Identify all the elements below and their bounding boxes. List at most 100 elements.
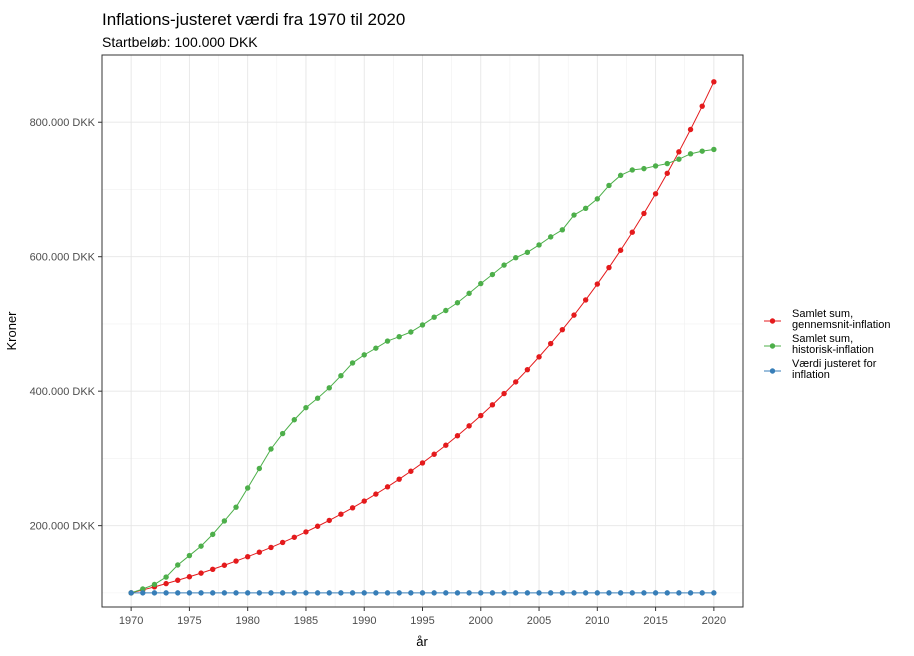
data-point [349, 360, 356, 366]
data-point [652, 191, 659, 197]
data-point [571, 312, 577, 318]
grid-major [102, 55, 743, 607]
data-point [617, 172, 624, 179]
data-point [431, 451, 437, 457]
data-point [466, 290, 472, 297]
data-point [711, 590, 717, 596]
series-2 [128, 590, 717, 596]
data-point [361, 590, 367, 596]
data-point [175, 562, 181, 568]
data-point [501, 390, 507, 397]
legend-label-line: Samlet sum, [792, 308, 853, 320]
data-point [279, 539, 286, 546]
data-point [536, 242, 542, 248]
data-point [699, 148, 705, 154]
data-point [524, 249, 531, 256]
data-point [279, 590, 286, 596]
x-tick-label: 1990 [352, 615, 376, 627]
data-point [279, 430, 286, 437]
data-point [582, 590, 589, 596]
chart-subtitle: Startbeløb: 100.000 DKK [102, 34, 258, 50]
data-point [291, 417, 297, 423]
data-point [140, 586, 146, 592]
data-point [349, 505, 356, 511]
data-point [501, 262, 507, 268]
data-point [687, 590, 694, 596]
data-point [244, 554, 251, 560]
data-point [128, 590, 134, 596]
data-point [501, 590, 507, 596]
data-point [175, 577, 181, 583]
x-axis: 1970 1975 1980 1985 1990 1995 2000 2005 2010 2015… [119, 607, 726, 627]
legend-label-line: gennemsnit-inflation [792, 319, 890, 331]
data-point [221, 518, 228, 524]
data-point [186, 552, 193, 559]
data-point [699, 590, 705, 596]
data-point [629, 167, 635, 173]
data-point [664, 590, 670, 596]
x-tick-label: 2005 [527, 615, 551, 627]
data-point [582, 205, 589, 211]
legend-label-line: historisk-inflation [792, 344, 874, 356]
series-layer [128, 79, 717, 596]
data-point [408, 468, 414, 474]
data-point [652, 163, 659, 169]
data-point [536, 590, 542, 596]
data-point [384, 338, 391, 344]
data-point [186, 574, 193, 580]
x-tick-label: 1970 [119, 615, 143, 627]
data-point [373, 491, 379, 497]
legend-label: Samlet sum, gennemsnit-inflation [792, 308, 890, 331]
x-axis-title: år [416, 634, 428, 649]
data-point [408, 590, 414, 596]
data-point [652, 590, 659, 596]
legend-label-line: inflation [792, 369, 830, 381]
data-point [699, 103, 705, 109]
data-point [256, 590, 263, 596]
data-point [244, 590, 251, 596]
data-point [571, 212, 577, 218]
x-tick-label: 2000 [469, 615, 493, 627]
data-point [361, 498, 367, 504]
data-point [594, 281, 601, 287]
data-point [384, 590, 391, 596]
data-point [454, 300, 461, 306]
data-point [210, 590, 216, 596]
data-point [524, 366, 531, 373]
data-point [338, 373, 344, 379]
data-point [676, 590, 682, 596]
data-point [373, 345, 379, 351]
data-point [489, 271, 496, 278]
data-point [664, 170, 670, 176]
data-point [291, 534, 297, 540]
data-point [524, 590, 531, 596]
data-point [548, 590, 554, 596]
y-axis-title: Kroner [4, 311, 19, 351]
data-point [443, 442, 449, 448]
data-point [594, 590, 601, 596]
data-point [256, 549, 263, 555]
data-point [233, 590, 239, 596]
y-axis: 200.000 DKK 400.000 DKK 600.000 DKK 800.000… [30, 117, 102, 533]
y-tick-label: 800.000 DKK [30, 117, 96, 129]
data-point [151, 581, 158, 588]
x-tick-label: 2020 [702, 615, 726, 627]
data-point [314, 590, 321, 596]
data-point [466, 423, 472, 429]
data-point [303, 590, 309, 596]
data-point [198, 590, 204, 596]
data-point [606, 590, 612, 596]
data-point [268, 446, 274, 452]
data-point [408, 329, 414, 335]
data-point [559, 326, 566, 333]
legend-item-2: Værdi justeret for inflation [764, 358, 877, 381]
data-point [163, 580, 169, 587]
data-point [676, 149, 682, 155]
data-point [151, 590, 158, 596]
data-point [233, 558, 239, 564]
data-point [221, 590, 228, 596]
data-point [443, 307, 449, 314]
data-point [606, 182, 612, 189]
data-point [513, 379, 519, 385]
data-point [687, 151, 694, 157]
